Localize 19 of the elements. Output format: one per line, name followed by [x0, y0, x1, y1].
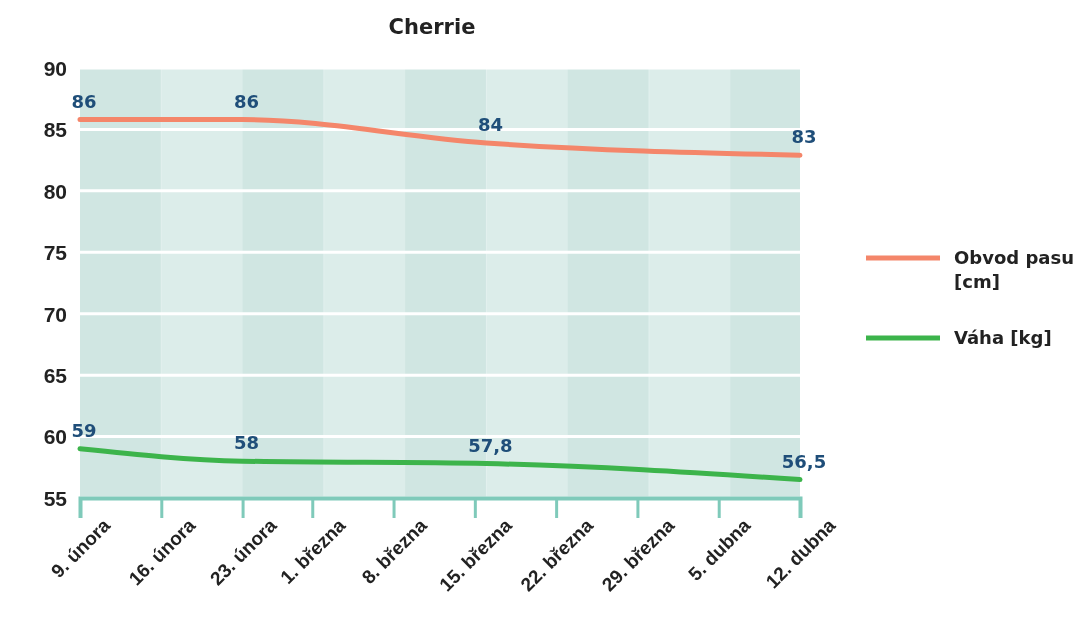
y-tick-label: 85 — [43, 118, 68, 142]
y-tick-label: 70 — [43, 302, 67, 326]
legend-label: Váha [kg] — [954, 327, 1052, 348]
y-tick-label: 90 — [43, 56, 67, 80]
data-label: 57,8 — [468, 434, 513, 456]
data-label: 86 — [234, 90, 260, 112]
legend-label: Obvod pasu [cm] — [954, 247, 1074, 292]
data-label: 58 — [234, 432, 260, 454]
data-label: 86 — [71, 90, 97, 112]
data-label: 59 — [71, 419, 97, 441]
y-tick-label: 55 — [43, 486, 68, 510]
y-tick-label: 75 — [43, 241, 68, 265]
y-tick-label: 65 — [43, 363, 68, 387]
y-tick-label: 80 — [43, 179, 67, 203]
data-label: 84 — [477, 113, 503, 135]
data-label: 83 — [791, 126, 817, 148]
chart-title: Cherrie — [388, 15, 476, 39]
data-label: 56,5 — [781, 450, 827, 472]
y-tick-label: 60 — [43, 425, 67, 449]
